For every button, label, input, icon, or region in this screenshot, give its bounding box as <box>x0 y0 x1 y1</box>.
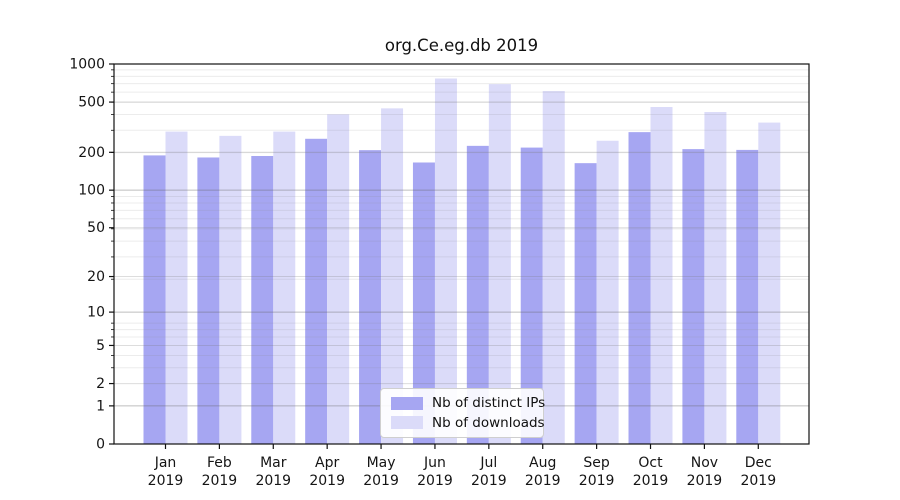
bar-dec-distinct-ips <box>736 149 759 444</box>
y-tick-label-5: 5 <box>96 338 105 354</box>
bar-feb-distinct-ips <box>197 157 220 444</box>
x-tick-label-year-oct: 2019 <box>633 473 669 489</box>
y-tick-label-10: 10 <box>87 305 105 321</box>
bars-group <box>143 78 781 445</box>
y-tick-label-100: 100 <box>78 183 105 199</box>
y-tick-label-50: 50 <box>87 220 105 236</box>
legend: Nb of distinct IPs Nb of downloads <box>380 388 545 438</box>
bar-mar-downloads <box>273 131 296 444</box>
bar-oct-downloads <box>650 107 673 444</box>
x-tick-label-year-jul: 2019 <box>471 473 507 489</box>
y-tick-label-2: 2 <box>96 376 105 392</box>
legend-entry-distinct-ips: Nb of distinct IPs <box>391 395 545 411</box>
x-tick-label-month-jun: Jun <box>423 455 446 471</box>
y-tick-label-1000: 1000 <box>69 57 105 73</box>
bar-jul-downloads <box>488 84 511 444</box>
legend-label-distinct-ips: Nb of distinct IPs <box>432 395 546 412</box>
y-tick-label-500: 500 <box>78 95 105 111</box>
x-tick-label-month-jul: Jul <box>479 455 497 471</box>
x-tick-label-month-sep: Sep <box>583 455 610 471</box>
bar-oct-distinct-ips <box>628 132 651 445</box>
legend-swatch-distinct-ips <box>391 396 423 410</box>
axes-group: 0 1 2 5 10 20 50 100 200 500 1000 Jan 2019 Feb 2019 Mar… <box>69 57 810 489</box>
x-tick-label-year-jun: 2019 <box>417 473 453 489</box>
bar-aug-downloads <box>542 91 565 444</box>
x-tick-label-month-aug: Aug <box>529 455 556 471</box>
x-tick-label-year-aug: 2019 <box>525 473 561 489</box>
bar-aug-distinct-ips <box>520 147 543 444</box>
x-tick-label-month-dec: Dec <box>745 455 772 471</box>
x-tick-label-year-sep: 2019 <box>579 473 615 489</box>
x-tick-label-year-feb: 2019 <box>202 473 238 489</box>
bar-sep-distinct-ips <box>574 163 597 444</box>
gridlines-group <box>114 69 809 407</box>
bar-dec-downloads <box>758 122 781 444</box>
legend-entry-downloads: Nb of downloads <box>391 415 545 431</box>
legend-label-downloads: Nb of downloads <box>432 414 545 431</box>
chart-title: org.Ce.eg.db 2019 <box>384 36 539 55</box>
bar-may-downloads <box>381 108 404 444</box>
bar-nov-distinct-ips <box>682 149 705 445</box>
y-tick-label-1: 1 <box>96 398 105 414</box>
bar-sep-downloads <box>596 140 619 445</box>
bar-may-distinct-ips <box>359 150 382 444</box>
bar-apr-distinct-ips <box>305 138 328 445</box>
bar-jul-distinct-ips <box>466 145 489 444</box>
x-tick-label-year-nov: 2019 <box>687 473 723 489</box>
bar-nov-downloads <box>704 112 727 444</box>
bar-feb-downloads <box>219 135 242 444</box>
x-tick-label-month-nov: Nov <box>691 455 718 471</box>
x-tick-label-year-mar: 2019 <box>255 473 291 489</box>
bar-jan-downloads <box>165 131 188 444</box>
x-tick-label-month-may: May <box>367 455 396 471</box>
bar-apr-downloads <box>327 114 350 444</box>
y-tick-label-200: 200 <box>78 145 105 161</box>
x-tick-label-year-dec: 2019 <box>740 473 776 489</box>
bar-jan-distinct-ips <box>143 155 166 444</box>
y-tick-label-20: 20 <box>87 269 105 285</box>
y-tick-label-0: 0 <box>96 437 105 453</box>
x-tick-label-month-apr: Apr <box>315 455 339 471</box>
legend-swatch-downloads <box>391 416 423 430</box>
bar-mar-distinct-ips <box>251 155 274 444</box>
x-tick-label-year-jan: 2019 <box>148 473 184 489</box>
x-tick-label-month-feb: Feb <box>207 455 232 471</box>
bar-jun-distinct-ips <box>412 162 435 444</box>
x-tick-label-year-apr: 2019 <box>309 473 345 489</box>
plot-border <box>113 63 810 445</box>
x-tick-label-month-oct: Oct <box>638 455 663 471</box>
bar-jun-downloads <box>434 78 457 445</box>
x-tick-label-month-jan: Jan <box>154 455 177 471</box>
x-tick-label-year-may: 2019 <box>363 473 399 489</box>
x-tick-label-month-mar: Mar <box>260 455 287 471</box>
